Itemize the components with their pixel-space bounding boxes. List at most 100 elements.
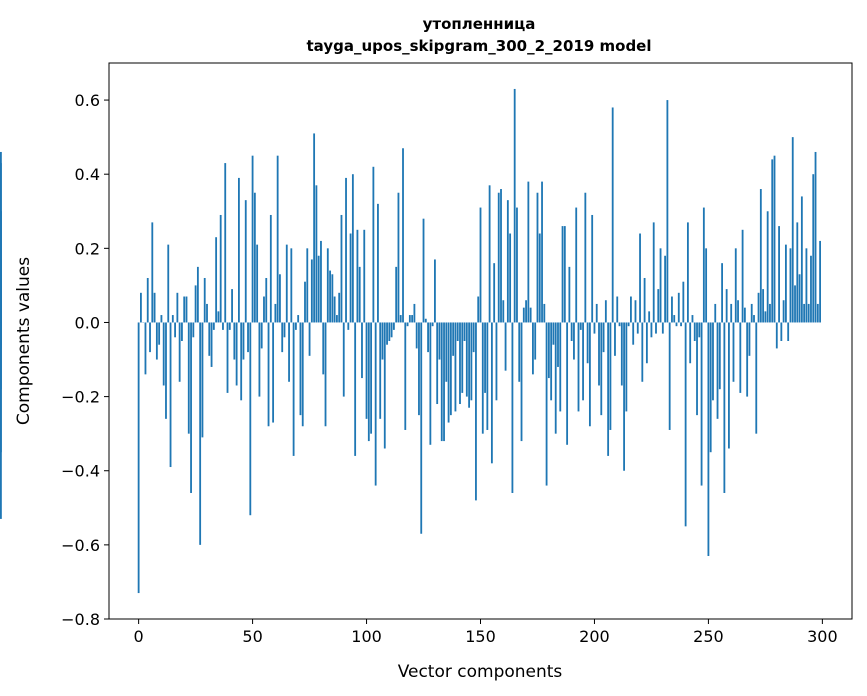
- bar-225: [650, 322, 653, 338]
- bar-104: [374, 322, 377, 486]
- bar-68: [292, 322, 295, 456]
- bar-213: [623, 322, 625, 471]
- bar-245: [696, 322, 698, 416]
- bar-252: [712, 322, 714, 401]
- bar-148: [475, 322, 477, 501]
- bar-220: [639, 233, 641, 323]
- bar-64: [283, 322, 286, 338]
- bar-289: [796, 222, 799, 323]
- bar-76: [310, 259, 313, 323]
- bar-120: [411, 315, 414, 323]
- bar-271: [755, 322, 758, 434]
- bar-157: [495, 322, 498, 401]
- bar-248: [702, 207, 705, 323]
- bar-207: [609, 322, 612, 430]
- x-tick-label: 150: [465, 627, 496, 646]
- bar-29: [203, 277, 206, 323]
- bar-117: [404, 322, 407, 430]
- bar-167: [518, 322, 521, 382]
- bar-284: [784, 244, 787, 323]
- bar-183: [554, 322, 557, 434]
- bar-150: [479, 207, 482, 323]
- bar-176: [538, 233, 541, 323]
- bar-108: [383, 322, 386, 449]
- x-tick-label: 250: [693, 627, 724, 646]
- bar-230: [661, 322, 664, 334]
- bar-168: [520, 322, 523, 442]
- bar-244: [693, 322, 696, 341]
- bar-50: [251, 155, 254, 323]
- bar-23: [190, 322, 192, 493]
- bar-undefined: [0, 322, 2, 453]
- bar-197: [586, 322, 589, 364]
- bar-189: [568, 266, 571, 323]
- bar-199: [591, 214, 594, 323]
- bar-238: [680, 322, 682, 327]
- bar-74: [306, 248, 309, 323]
- bar-109: [386, 322, 388, 345]
- bars-group: [0, 88, 821, 594]
- bar-292: [803, 303, 806, 323]
- bar-285: [787, 322, 790, 341]
- bar-130: [434, 259, 436, 323]
- bar-186: [561, 226, 564, 323]
- bar-5: [149, 322, 151, 353]
- bar-182: [552, 322, 555, 345]
- bar-62: [279, 274, 281, 323]
- bar-1: [140, 292, 142, 323]
- bar-280: [775, 322, 778, 349]
- bar-79: [317, 255, 320, 323]
- bar-299: [819, 240, 821, 323]
- bar-15: [171, 315, 174, 323]
- bar-122: [415, 322, 418, 349]
- bar-200: [593, 322, 596, 334]
- bar-97: [358, 266, 361, 323]
- bar-126: [424, 318, 427, 323]
- bar-60: [274, 303, 277, 323]
- bar-178: [543, 303, 546, 323]
- bar-163: [509, 233, 512, 323]
- bar-28: [201, 322, 204, 438]
- bar-75: [308, 322, 311, 356]
- bar-111: [390, 322, 393, 338]
- bar-224: [648, 311, 651, 323]
- bar-198: [588, 322, 591, 427]
- bar-240: [684, 322, 687, 527]
- bar-276: [766, 211, 769, 323]
- bar-106: [379, 322, 382, 419]
- chart-title-line1: утопленница: [423, 15, 536, 33]
- bar-94: [351, 174, 354, 323]
- bar-202: [598, 322, 600, 386]
- bar-180: [547, 322, 550, 379]
- bar-192: [575, 207, 578, 323]
- bar-298: [816, 303, 819, 323]
- bar-36: [219, 214, 222, 323]
- x-tick-label: 300: [807, 627, 838, 646]
- bar-91: [345, 177, 347, 323]
- bar-92: [347, 322, 350, 330]
- bar-90: [342, 322, 345, 397]
- bar-67: [290, 248, 293, 323]
- bar-226: [652, 222, 655, 323]
- bar-144: [465, 322, 468, 397]
- bar-82: [324, 322, 327, 427]
- bar-59: [272, 322, 275, 423]
- bar-20: [183, 296, 186, 323]
- bar-52: [256, 244, 259, 323]
- bar-201: [595, 303, 598, 323]
- bar-102: [370, 322, 373, 434]
- bar-114: [397, 192, 400, 323]
- bar-139: [454, 322, 457, 412]
- bar-89: [340, 214, 343, 323]
- bar-127: [427, 322, 429, 353]
- y-axis-label: Components values: [14, 257, 34, 425]
- bar-227: [655, 322, 657, 334]
- bar-222: [643, 277, 646, 323]
- bar-291: [800, 196, 803, 323]
- bar-12: [165, 322, 167, 419]
- bar-145: [468, 322, 471, 408]
- bar-105: [377, 203, 379, 323]
- bar-160: [502, 300, 505, 323]
- bar-184: [557, 322, 559, 367]
